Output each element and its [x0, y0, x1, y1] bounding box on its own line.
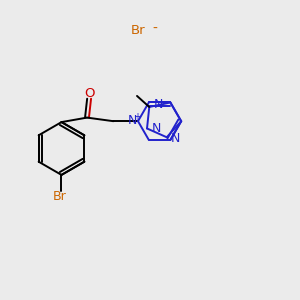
- Text: -: -: [152, 22, 157, 35]
- Text: Br: Br: [53, 190, 67, 203]
- Text: Br: Br: [131, 23, 145, 37]
- Text: N: N: [154, 98, 163, 111]
- Text: N: N: [128, 114, 137, 127]
- Text: O: O: [84, 87, 94, 100]
- Text: N: N: [152, 122, 161, 135]
- Text: +: +: [133, 112, 141, 122]
- Text: N: N: [170, 132, 180, 145]
